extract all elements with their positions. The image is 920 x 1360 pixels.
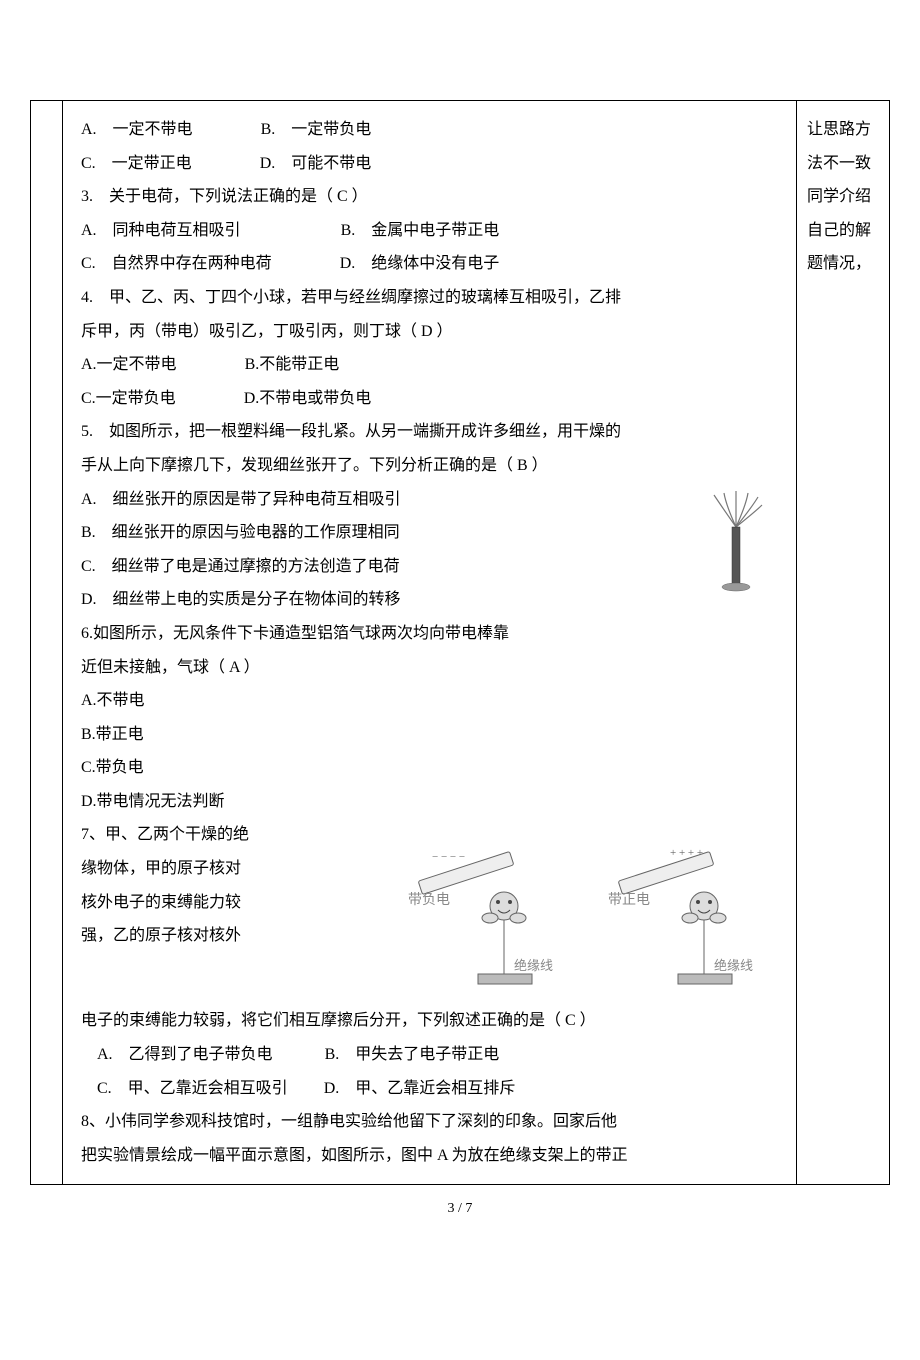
q7-stem-4: 强，乙的原子核对核外 — [81, 919, 271, 953]
q7-opt-d: D. 甲、乙靠近会相互排斥 — [324, 1080, 516, 1097]
svg-text:绝缘线: 绝缘线 — [514, 958, 553, 973]
q4-opt-a: A.一定不带电 — [81, 356, 177, 373]
side-notes-cell: 让思路方 法不一致 同学介绍 自己的解 题情况， — [797, 101, 889, 1184]
page-number: 3 / 7 — [30, 1201, 890, 1217]
q7-row1: A. 乙得到了电子带负电 B. 甲失去了电子带正电 — [81, 1038, 778, 1072]
q3-stem: 3. 关于电荷，下列说法正确的是（ C ） — [81, 180, 778, 214]
q5-stem-1: 5. 如图所示，把一根塑料绳一段扎紧。从另一端撕开成许多细丝，用干燥的 — [81, 415, 778, 449]
side-l1: 让思路方 — [807, 113, 879, 147]
q2-opt-a: A. 一定不带电 — [81, 121, 193, 138]
q3-row1: A. 同种电荷互相吸引 B. 金属中电子带正电 — [81, 214, 778, 248]
q7-stem-1: 7、甲、乙两个干燥的绝 — [81, 818, 271, 852]
q7-stem-5: 电子的束缚能力较弱，将它们相互摩擦后分开，下列叙述正确的是（ C ） — [81, 1004, 778, 1038]
fig6-left-label: 带负电 — [408, 892, 450, 908]
main-content-cell: A. 一定不带电 B. 一定带负电 C. 一定带正电 D. 可能不带电 3. 关… — [63, 101, 797, 1184]
q2-options-row1: A. 一定不带电 B. 一定带负电 — [81, 113, 778, 147]
q3-opt-d: D. 绝缘体中没有电子 — [340, 255, 500, 272]
svg-text:− − − −: − − − − — [432, 851, 465, 863]
svg-text:+ + + +: + + + + — [670, 848, 703, 859]
q5-stem-2: 手从上向下摩擦几下，发现细丝张开了。下列分析正确的是（ B ） — [81, 449, 778, 483]
q4-row2: C.一定带负电 D.不带电或带负电 — [81, 382, 778, 416]
q7-opt-b: B. 甲失去了电子带正电 — [325, 1046, 500, 1063]
q8-stem-2: 把实验情景绘成一幅平面示意图，如图所示，图中 A 为放在绝缘支架上的带正 — [81, 1139, 778, 1173]
q5-opt-a: A. 细丝张开的原因是带了异种电荷互相吸引 — [81, 483, 778, 517]
q5-opt-d: D. 细丝带上电的实质是分子在物体间的转移 — [81, 583, 778, 617]
content-frame: A. 一定不带电 B. 一定带负电 C. 一定带正电 D. 可能不带电 3. 关… — [30, 100, 890, 1185]
q6-opt-b: B.带正电 — [81, 718, 778, 752]
q7-stem-3: 核外电子的束缚能力较 — [81, 886, 271, 920]
q8-stem-1: 8、小伟同学参观科技馆时，一组静电实验给他留下了深刻的印象。回家后他 — [81, 1105, 778, 1139]
q6-opt-c: C.带负电 — [81, 751, 778, 785]
q2-opt-b: B. 一定带负电 — [261, 121, 372, 138]
q4-opt-c: C.一定带负电 — [81, 390, 176, 407]
q6-figure-icon: − − − − 带负电 绝缘线 — [368, 848, 778, 998]
q5-opt-c: C. 细丝带了电是通过摩擦的方法创造了电荷 — [81, 550, 778, 584]
q2-opt-c: C. 一定带正电 — [81, 155, 192, 172]
q4-opt-d: D.不带电或带负电 — [244, 390, 372, 407]
q3-opt-b: B. 金属中电子带正电 — [341, 222, 500, 239]
page: A. 一定不带电 B. 一定带负电 C. 一定带正电 D. 可能不带电 3. 关… — [0, 100, 920, 1360]
q6-opt-a: A.不带电 — [81, 684, 778, 718]
q4-stem-2: 斥甲，丙（带电）吸引乙，丁吸引丙，则丁球（ D ） — [81, 315, 778, 349]
q7-left-text: 7、甲、乙两个干燥的绝 缘物体，甲的原子核对 核外电子的束缚能力较 强，乙的原子… — [81, 818, 271, 952]
q7-block: − − − − 带负电 绝缘线 — [81, 818, 778, 1004]
q3-opt-c: C. 自然界中存在两种电荷 — [81, 255, 272, 272]
left-margin-cell — [31, 101, 63, 1184]
q5-figure-icon — [702, 487, 770, 597]
q3-opt-a: A. 同种电荷互相吸引 — [81, 222, 241, 239]
q4-row1: A.一定不带电 B.不能带正电 — [81, 348, 778, 382]
q2-options-row2: C. 一定带正电 D. 可能不带电 — [81, 147, 778, 181]
q4-opt-b: B.不能带正电 — [245, 356, 340, 373]
side-l4: 自己的解 — [807, 214, 879, 248]
q6-opt-d: D.带电情况无法判断 — [81, 785, 778, 819]
svg-text:带正电: 带正电 — [608, 892, 650, 908]
q3-row2: C. 自然界中存在两种电荷 D. 绝缘体中没有电子 — [81, 247, 778, 281]
side-l3: 同学介绍 — [807, 180, 879, 214]
q7-row2: C. 甲、乙靠近会相互吸引 D. 甲、乙靠近会相互排斥 — [81, 1072, 778, 1106]
q7-opt-a: A. 乙得到了电子带负电 — [97, 1046, 273, 1063]
q7-opt-c: C. 甲、乙靠近会相互吸引 — [97, 1080, 288, 1097]
q4-stem-1: 4. 甲、乙、丙、丁四个小球，若甲与经丝绸摩擦过的玻璃棒互相吸引，乙排 — [81, 281, 778, 315]
q6-stem-1: 6.如图所示，无风条件下卡通造型铝箔气球两次均向带电棒靠 — [81, 617, 778, 651]
q6-stem-2: 近但未接触，气球（ A ） — [81, 651, 778, 685]
q2-opt-d: D. 可能不带电 — [260, 155, 372, 172]
q7-stem-2: 缘物体，甲的原子核对 — [81, 852, 271, 886]
svg-text:绝缘线: 绝缘线 — [714, 958, 753, 973]
side-l2: 法不一致 — [807, 147, 879, 181]
side-l5: 题情况， — [807, 247, 879, 281]
q5-opt-b: B. 细丝张开的原因与验电器的工作原理相同 — [81, 516, 778, 550]
